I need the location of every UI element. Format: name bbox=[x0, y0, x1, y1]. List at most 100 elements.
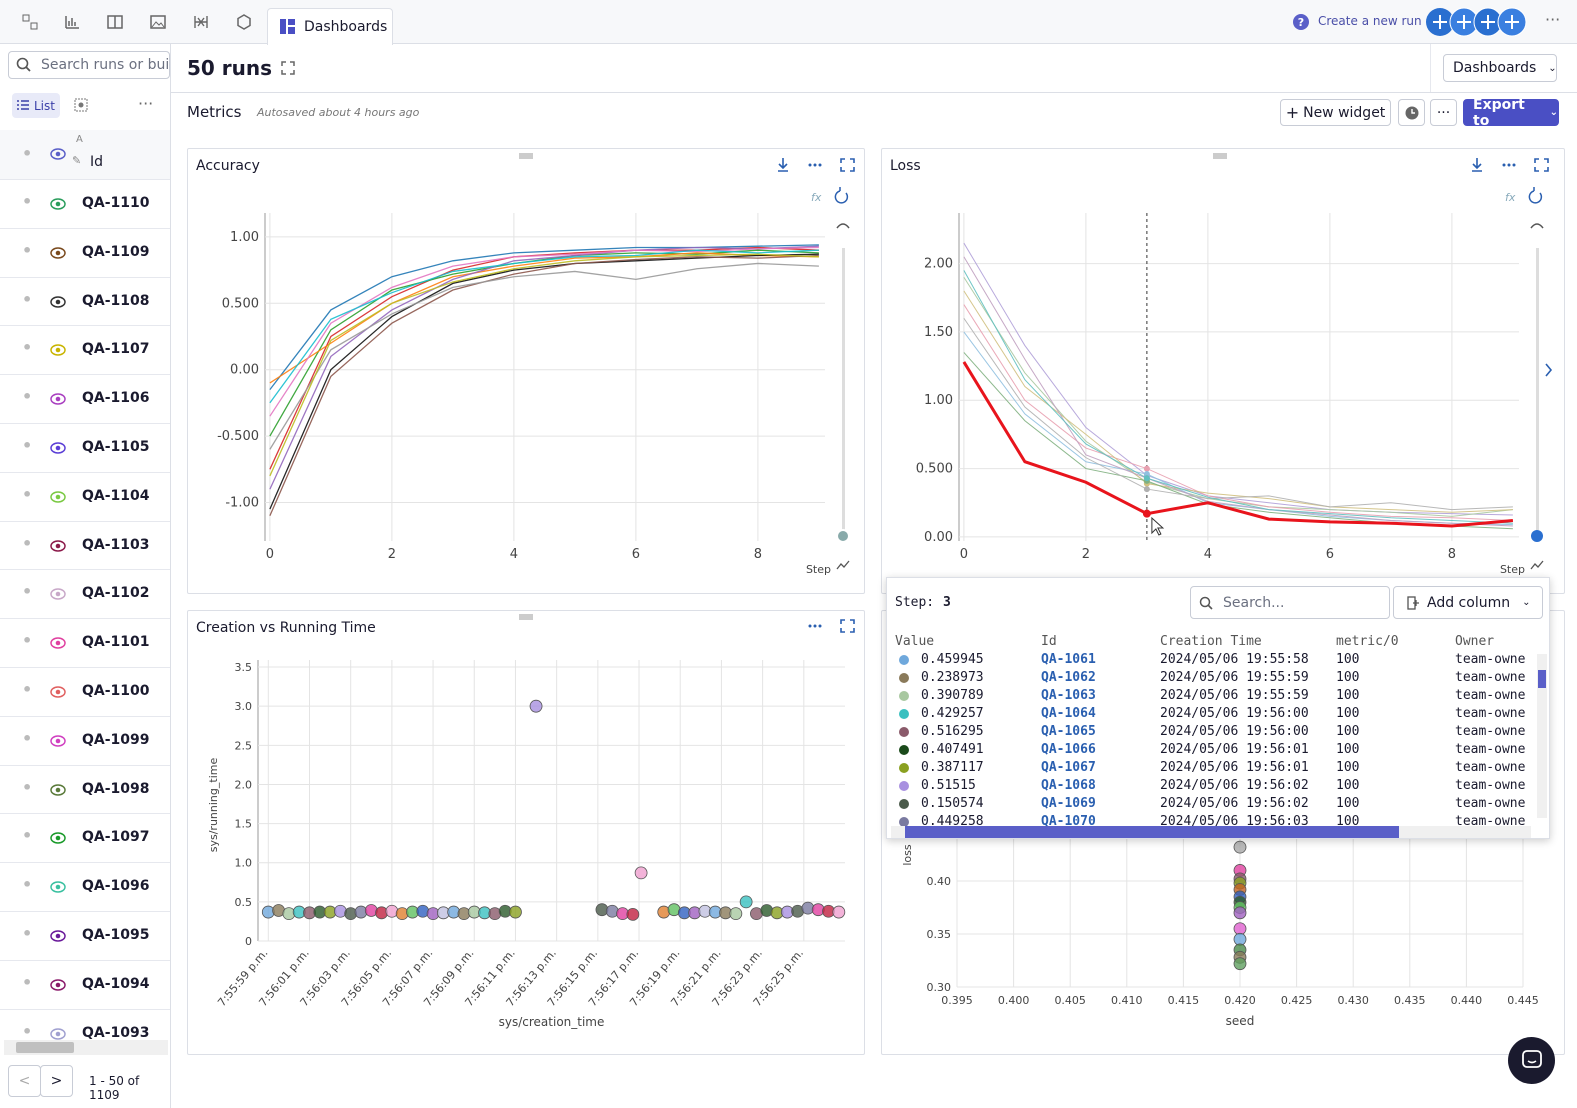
chat-button[interactable] bbox=[1508, 1037, 1555, 1084]
y-tick-label: -0.500 bbox=[217, 429, 259, 444]
series-line bbox=[270, 254, 819, 509]
table-cell: 2024/05/06 19:56:02 bbox=[1160, 778, 1340, 793]
series-dot bbox=[899, 763, 909, 773]
series-line bbox=[270, 246, 819, 489]
button-label: Add column bbox=[1427, 595, 1510, 611]
point bbox=[833, 906, 845, 918]
series-line bbox=[270, 254, 819, 476]
table-cell: team-owne bbox=[1455, 652, 1535, 667]
drag-handle[interactable] bbox=[519, 153, 1227, 620]
x-axis-label: sys/creation_time bbox=[499, 1015, 605, 1029]
table-cell: team-owne bbox=[1455, 724, 1535, 739]
column-header[interactable]: metric/0 bbox=[1336, 634, 1456, 649]
series-line bbox=[270, 250, 819, 436]
reset-icon[interactable] bbox=[835, 187, 847, 203]
scroll-thumb[interactable] bbox=[1538, 670, 1546, 688]
y-tick-label: 1.00 bbox=[924, 393, 953, 408]
next-arrow[interactable] bbox=[1546, 364, 1551, 376]
series-dot bbox=[899, 691, 909, 701]
x-axis-label: Step bbox=[806, 563, 831, 576]
y-tick-label: -1.00 bbox=[225, 495, 259, 510]
x-tick-label: 4 bbox=[510, 547, 518, 562]
chart: 3.53.02.52.01.51.00.507:55:59 p.m.7:56:0… bbox=[207, 660, 845, 1029]
chart-type-icon[interactable] bbox=[837, 561, 849, 569]
table-cell: 2024/05/06 19:56:02 bbox=[1160, 796, 1340, 811]
column-header[interactable]: Id bbox=[1041, 634, 1161, 649]
series-dot bbox=[899, 781, 909, 791]
point bbox=[730, 908, 742, 920]
x-tick-label: 8 bbox=[1448, 547, 1456, 562]
table-cell: 2024/05/06 19:56:01 bbox=[1160, 760, 1340, 775]
h-scrollbar[interactable] bbox=[891, 826, 1531, 838]
series-line bbox=[270, 248, 819, 417]
column-header[interactable]: Owner bbox=[1455, 634, 1535, 649]
hover-point bbox=[1143, 510, 1151, 518]
download-icon[interactable] bbox=[778, 158, 788, 171]
fx-icon[interactable]: fx bbox=[1505, 191, 1516, 204]
column-header[interactable]: Value bbox=[895, 634, 1015, 649]
reset-icon[interactable] bbox=[1529, 187, 1541, 203]
table-cell: 2024/05/06 19:55:59 bbox=[1160, 670, 1340, 685]
column-header[interactable]: Creation Time bbox=[1160, 634, 1280, 649]
y-tick-label: 0.00 bbox=[924, 530, 953, 545]
point bbox=[509, 906, 521, 918]
smooth-icon[interactable] bbox=[837, 224, 849, 228]
series-line bbox=[270, 253, 819, 383]
search-icon bbox=[1199, 596, 1213, 610]
series-dot bbox=[899, 673, 909, 683]
point bbox=[740, 896, 752, 908]
table-cell: team-owne bbox=[1455, 814, 1535, 826]
series-dot bbox=[899, 817, 909, 826]
column-icon bbox=[1407, 596, 1419, 610]
x-tick-label: 0.395 bbox=[941, 994, 973, 1007]
table-cell: 2024/05/06 19:56:00 bbox=[1160, 706, 1340, 721]
y-tick-label: 0.500 bbox=[222, 296, 259, 311]
fx-icon[interactable]: fx bbox=[811, 191, 822, 204]
table-cell: team-owne bbox=[1455, 688, 1535, 703]
step-label: Step: bbox=[895, 595, 934, 610]
chart: 2.001.501.000.5000.0002468Stepfx bbox=[916, 191, 1543, 576]
point bbox=[1234, 958, 1246, 970]
table-cell: 2024/05/06 19:56:01 bbox=[1160, 742, 1340, 757]
download-icon[interactable] bbox=[1472, 158, 1482, 171]
fullscreen-icon[interactable] bbox=[1535, 159, 1548, 171]
table-cell: 2024/05/06 19:55:59 bbox=[1160, 688, 1340, 703]
table-cell: team-owne bbox=[1455, 670, 1535, 685]
smooth-icon[interactable] bbox=[1531, 224, 1543, 228]
series-line bbox=[270, 255, 819, 515]
table-cell: 2024/05/06 19:55:58 bbox=[1160, 652, 1340, 667]
tooltip-search[interactable]: Search... bbox=[1190, 586, 1390, 619]
table-cell: team-owne bbox=[1455, 760, 1535, 775]
y-axis-label: loss bbox=[901, 844, 914, 866]
zoom-knob[interactable] bbox=[837, 530, 849, 542]
hover-tooltip: Step: 3 Search... Add column⌄ ValueIdCre… bbox=[886, 577, 1550, 839]
x-axis-label: seed bbox=[1226, 1014, 1255, 1028]
y-tick-label: 0.500 bbox=[916, 462, 953, 477]
series-dot bbox=[899, 709, 909, 719]
chart: 1.000.5000.00-0.500-1.0002468Stepfx bbox=[217, 191, 849, 576]
series-line bbox=[964, 305, 1513, 521]
fullscreen-icon[interactable] bbox=[841, 620, 854, 632]
point bbox=[1234, 841, 1246, 853]
x-tick-label: 2 bbox=[388, 547, 396, 562]
v-scrollbar[interactable] bbox=[1537, 654, 1547, 818]
widget-controls bbox=[778, 158, 1551, 632]
table-cell: team-owne bbox=[1455, 778, 1535, 793]
x-tick-label: 0.405 bbox=[1054, 994, 1086, 1007]
x-tick-label: 6 bbox=[1326, 547, 1334, 562]
fullscreen-icon[interactable] bbox=[841, 159, 854, 171]
y-tick-label: 3.5 bbox=[235, 661, 253, 674]
point bbox=[635, 867, 647, 879]
zoom-track[interactable] bbox=[842, 248, 845, 530]
menu-dots[interactable] bbox=[809, 164, 1516, 628]
table-cell: 2024/05/06 19:56:03 bbox=[1160, 814, 1340, 826]
y-tick-label: 0.5 bbox=[235, 896, 253, 909]
chart-type-icon[interactable] bbox=[1531, 561, 1543, 569]
zoom-knob[interactable] bbox=[1531, 530, 1543, 542]
series-line bbox=[964, 243, 1513, 515]
zoom-track[interactable] bbox=[1536, 248, 1539, 530]
hover-point bbox=[1144, 475, 1150, 481]
series-line bbox=[270, 263, 819, 449]
x-tick-label: 6 bbox=[632, 547, 640, 562]
scroll-thumb[interactable] bbox=[905, 826, 1399, 838]
